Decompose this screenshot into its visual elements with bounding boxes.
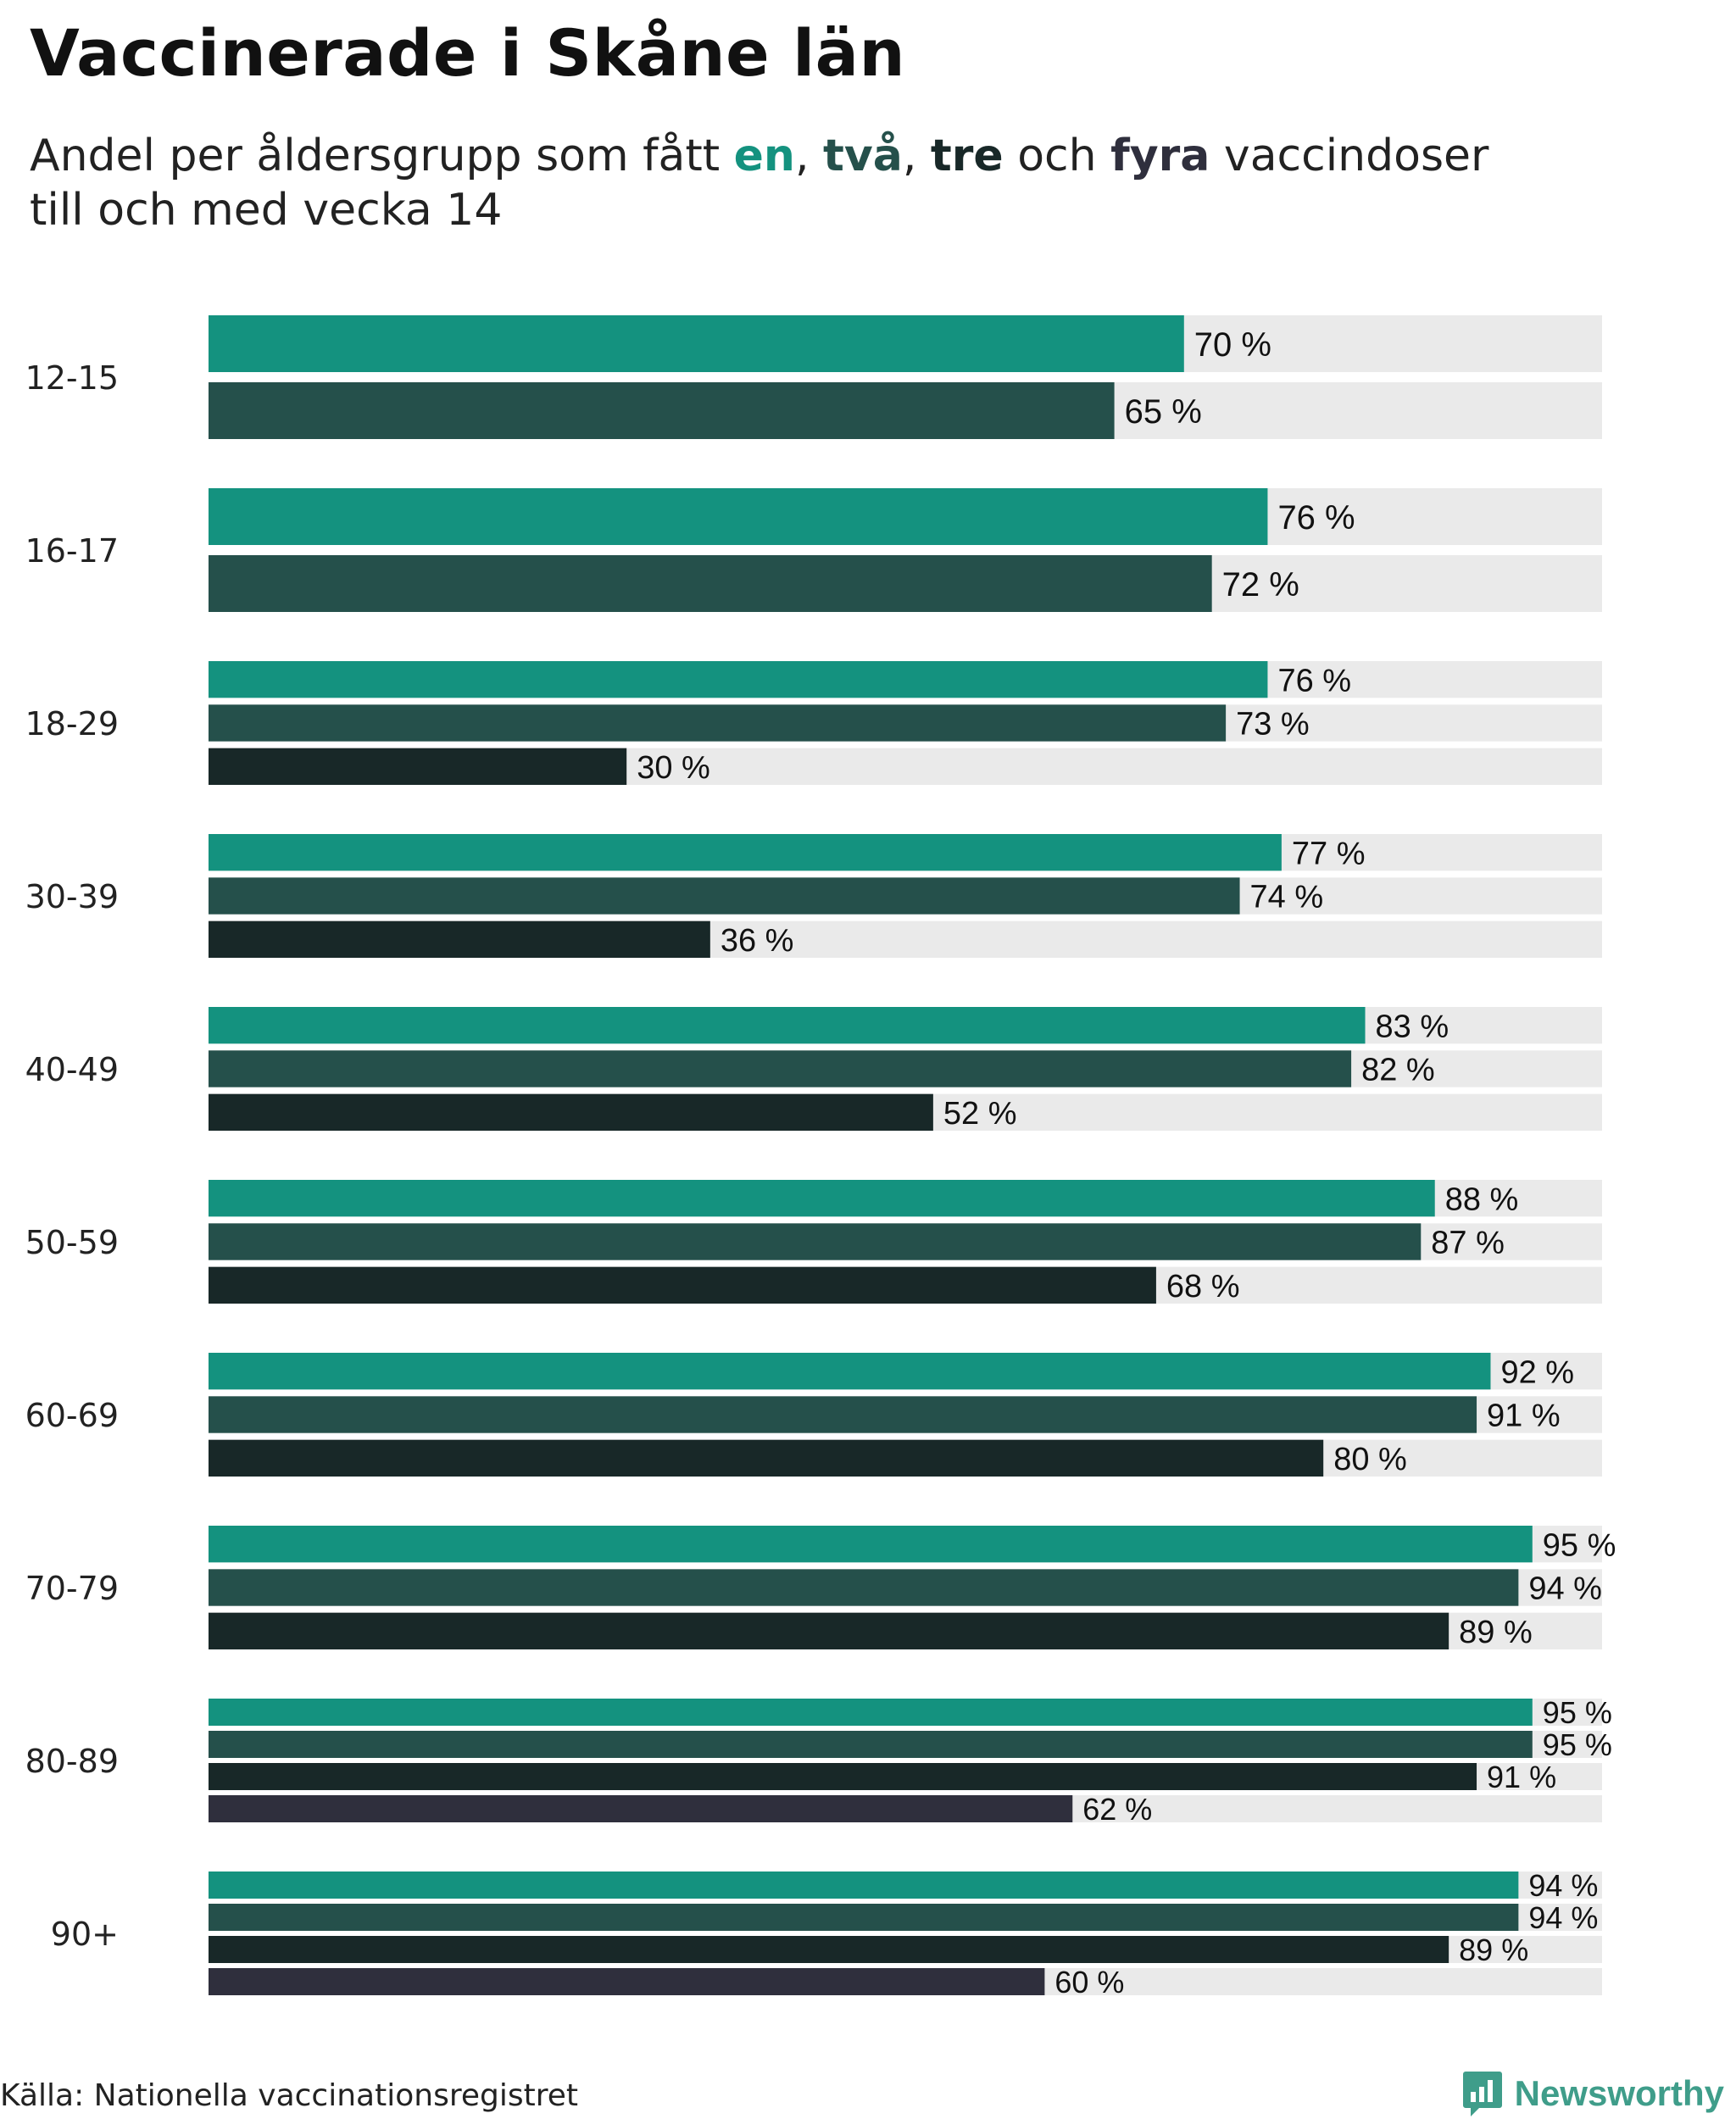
bar-tre bbox=[209, 1936, 1449, 1963]
bar-två bbox=[209, 877, 1240, 915]
category-label: 40-49 bbox=[25, 1051, 119, 1088]
category-label: 16-17 bbox=[25, 532, 119, 570]
source-note: Källa: Nationella vaccinationsregistret bbox=[0, 2078, 578, 2113]
data-label: 77 % bbox=[1292, 836, 1366, 871]
data-label: 94 % bbox=[1528, 1900, 1598, 1935]
data-label: 95 % bbox=[1543, 1527, 1616, 1563]
bar-tre bbox=[209, 1266, 1156, 1304]
data-label: 94 % bbox=[1528, 1571, 1602, 1607]
category-label: 18-29 bbox=[25, 705, 119, 742]
subtitle-and: och bbox=[1003, 131, 1111, 181]
data-label: 80 % bbox=[1333, 1442, 1407, 1477]
bar-två bbox=[209, 555, 1212, 612]
bar-fyra bbox=[209, 1795, 1073, 1822]
data-label: 95 % bbox=[1543, 1695, 1612, 1730]
data-label: 92 % bbox=[1500, 1354, 1574, 1390]
data-label: 72 % bbox=[1222, 566, 1299, 603]
data-label: 73 % bbox=[1236, 707, 1310, 742]
data-label: 76 % bbox=[1277, 499, 1355, 537]
bar-två bbox=[209, 1223, 1422, 1260]
bar-fyra bbox=[209, 1968, 1045, 1995]
data-label: 68 % bbox=[1166, 1269, 1240, 1304]
bar-tre bbox=[209, 1439, 1324, 1477]
bar-tre bbox=[209, 1093, 933, 1131]
chart-subtitle: Andel per åldersgrupp som fått en, två, … bbox=[30, 129, 1488, 237]
bar-en bbox=[209, 1353, 1491, 1390]
brand: Newsworthy bbox=[1462, 2068, 1724, 2119]
data-label: 89 % bbox=[1459, 1933, 1528, 1967]
bar-två bbox=[209, 1904, 1519, 1931]
bar-en bbox=[209, 1872, 1519, 1899]
bar-två bbox=[209, 704, 1227, 742]
data-label: 87 % bbox=[1431, 1226, 1505, 1261]
subtitle-two-doses: två bbox=[823, 131, 903, 181]
bar-en bbox=[209, 834, 1282, 871]
bar-tre bbox=[209, 748, 627, 785]
bar-chart: 12-15 70 % 65 % 16-17 76 % 72 % 18-29 76 % 73 % 3… bbox=[25, 315, 1616, 1999]
bar-två bbox=[209, 1396, 1477, 1433]
data-label: 89 % bbox=[1459, 1615, 1533, 1650]
data-label: 60 % bbox=[1054, 1965, 1124, 1999]
data-label: 83 % bbox=[1376, 1009, 1449, 1044]
bar-en bbox=[209, 1526, 1533, 1563]
bar-tre bbox=[209, 1763, 1477, 1790]
data-label: 70 % bbox=[1194, 326, 1271, 364]
bar-två bbox=[209, 1731, 1533, 1758]
bar-två bbox=[209, 1050, 1352, 1087]
data-label: 62 % bbox=[1082, 1792, 1152, 1827]
newsworthy-logo-icon bbox=[1462, 2072, 1502, 2116]
data-label: 95 % bbox=[1543, 1727, 1612, 1762]
subtitle-four-doses: fyra bbox=[1110, 131, 1210, 181]
category-label: 80-89 bbox=[25, 1743, 119, 1780]
bar-en bbox=[209, 1699, 1533, 1726]
data-label: 36 % bbox=[721, 923, 794, 959]
brand-name: Newsworthy bbox=[1514, 2073, 1724, 2113]
category-label: 30-39 bbox=[25, 878, 119, 915]
bar-en bbox=[209, 488, 1268, 545]
category-label: 70-79 bbox=[25, 1570, 119, 1607]
category-label: 90+ bbox=[51, 1916, 119, 1953]
subtitle-separator-2: , bbox=[902, 131, 931, 181]
category-label: 50-59 bbox=[25, 1224, 119, 1261]
category-label: 12-15 bbox=[25, 359, 119, 397]
bar-två bbox=[209, 382, 1115, 439]
subtitle-suffix: vaccindoser bbox=[1210, 131, 1489, 181]
subtitle-one-dose: en bbox=[733, 131, 795, 181]
bar-tre bbox=[209, 1612, 1449, 1649]
data-label: 65 % bbox=[1125, 393, 1202, 431]
subtitle-prefix: Andel per åldersgrupp som fått bbox=[30, 131, 734, 181]
data-label: 94 % bbox=[1528, 1868, 1598, 1903]
data-label: 74 % bbox=[1250, 880, 1324, 915]
data-label: 91 % bbox=[1487, 1760, 1556, 1794]
subtitle-line-2: till och med vecka 14 bbox=[30, 185, 503, 236]
data-label: 76 % bbox=[1277, 663, 1351, 698]
subtitle-separator-1: , bbox=[794, 131, 824, 181]
data-label: 52 % bbox=[943, 1096, 1017, 1132]
data-label: 82 % bbox=[1361, 1053, 1435, 1088]
data-label: 91 % bbox=[1487, 1399, 1561, 1434]
subtitle-three-doses: tre bbox=[930, 131, 1004, 181]
chart-title: Vaccinerade i Skåne län bbox=[30, 15, 906, 91]
bar-två bbox=[209, 1569, 1519, 1606]
bar-en bbox=[209, 1007, 1366, 1044]
data-label: 88 % bbox=[1445, 1182, 1519, 1217]
bar-tre bbox=[209, 920, 710, 958]
bar-en bbox=[209, 315, 1184, 372]
data-label: 30 % bbox=[637, 750, 710, 786]
bar-en bbox=[209, 661, 1268, 698]
category-label: 60-69 bbox=[25, 1397, 119, 1434]
bar-en bbox=[209, 1180, 1435, 1217]
